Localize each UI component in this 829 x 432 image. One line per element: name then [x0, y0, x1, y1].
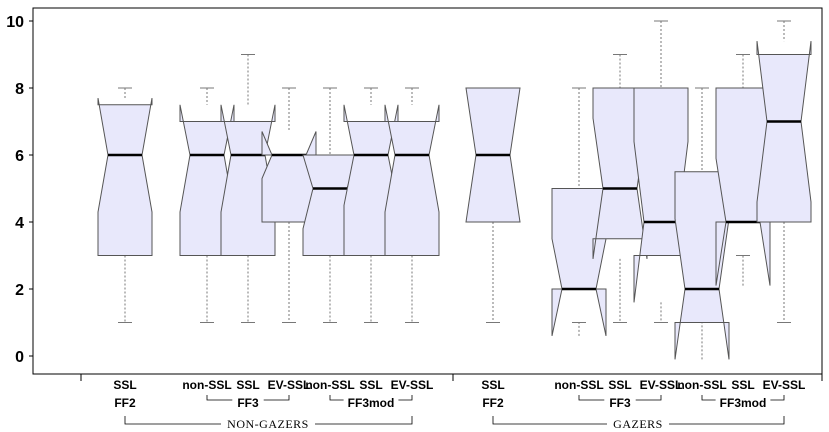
box-label-1: SSL [113, 378, 136, 392]
box-body [551, 188, 607, 337]
group-label-ff3: FF3 [237, 396, 259, 410]
axes: 0 2 4 6 8 10 [6, 7, 823, 381]
box-label-7: EV-SSL [391, 378, 434, 392]
super-label-bg [607, 415, 669, 429]
plot-frame [32, 7, 823, 375]
y-tick-label: 4 [15, 215, 24, 232]
box-label-2: non-SSL [182, 378, 231, 392]
box-8 [465, 87, 521, 323]
y-tick-label: 8 [15, 81, 24, 98]
box-label-5: non-SSL [305, 378, 354, 392]
super-label-gazers: GAZERS [613, 417, 663, 431]
group-label-ff2: FF2 [114, 396, 136, 410]
box-body [756, 41, 812, 223]
super-label-non-gazers: NON-GAZERS [227, 417, 309, 431]
group-label-ff3: FF3 [609, 396, 631, 410]
box-label-8: SSL [481, 378, 504, 392]
box-label-3: SSL [236, 378, 259, 392]
box-label-10: SSL [608, 378, 631, 392]
box-14 [756, 20, 812, 323]
boxes [97, 20, 812, 360]
box-label-6: SSL [359, 378, 382, 392]
box-label-11: EV-SSL [640, 378, 683, 392]
box-label-12: non-SSL [677, 378, 726, 392]
group-label-ff2: FF2 [482, 396, 504, 410]
box-7 [384, 87, 440, 323]
box-1 [97, 87, 153, 323]
y-tick-label: 2 [15, 282, 24, 299]
y-tick-label: 6 [15, 148, 24, 165]
box-body [97, 98, 153, 256]
group-label-bg [604, 395, 636, 410]
box-label-4: EV-SSL [268, 378, 311, 392]
box-body [384, 104, 440, 256]
box-label-9: non-SSL [554, 378, 603, 392]
box-11 [633, 20, 689, 323]
group-label-ff3mod: FF3mod [720, 396, 767, 410]
box-label-14: EV-SSL [763, 378, 806, 392]
super-label-bg [221, 415, 315, 429]
group-label-bg [232, 395, 264, 410]
group-label-bg [343, 395, 399, 410]
group-label-bg [715, 395, 771, 410]
box-label-13: SSL [731, 378, 754, 392]
y-tick-label: 0 [15, 349, 24, 366]
y-tick-label: 10 [6, 14, 24, 31]
box-4 [261, 87, 317, 323]
group-label-ff3mod: FF3mod [348, 396, 395, 410]
